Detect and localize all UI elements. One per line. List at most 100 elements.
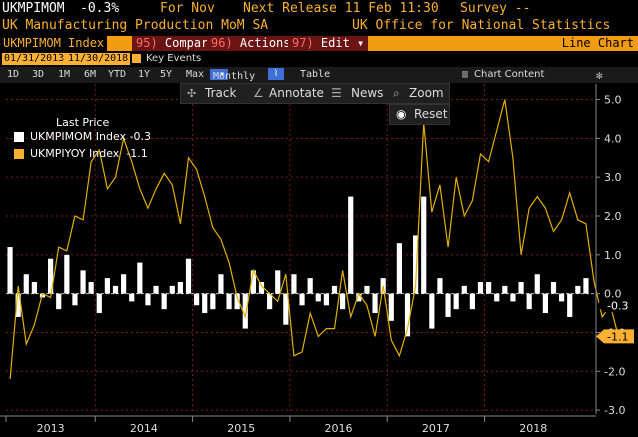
yoy-series-line — [9, 99, 619, 380]
key-events-checkbox[interactable] — [132, 54, 141, 63]
annotate-icon: ∠ — [253, 86, 264, 100]
mom-bar — [226, 293, 232, 310]
y-tick-label: -3.0 — [604, 404, 625, 417]
mom-bar — [96, 293, 102, 314]
index-field[interactable]: UKMPIMOM Index — [0, 36, 108, 51]
mom-bar — [550, 282, 557, 294]
y-tick-label: 5.0 — [604, 94, 622, 107]
mom-bar — [323, 293, 329, 306]
edit-button[interactable]: 97) Edit ▾ — [288, 36, 369, 51]
mom-bar — [145, 293, 151, 306]
frequency-dropdown[interactable]: Monthly ▾ — [210, 69, 255, 82]
mom-bar — [348, 196, 354, 294]
chart-content-button[interactable]: Chart Content — [474, 69, 545, 80]
range-3d[interactable]: 3D — [32, 69, 45, 80]
x-tick-label: 2017 — [422, 422, 450, 435]
security-title: UK Manufacturing Production MoM SA — [2, 18, 269, 33]
mom-bar — [88, 282, 94, 294]
chart-legend: Last Price UKMPIMOM Index -0.3 UKMPIYOY … — [8, 116, 168, 168]
mom-bar — [299, 293, 305, 306]
range-1y[interactable]: 1Y — [138, 69, 151, 80]
actions-num: 96) — [211, 36, 233, 50]
range-1d[interactable]: 1D — [7, 69, 20, 80]
mom-bar — [364, 285, 370, 294]
mom-bar — [340, 293, 346, 310]
mom-bar — [31, 282, 37, 294]
zoom-icon: ⌕ — [393, 86, 400, 100]
reset-button[interactable]: ◉ Reset — [389, 104, 450, 125]
mom-bar — [429, 293, 435, 329]
legend-swatch-yoy — [14, 149, 24, 159]
zoom-button[interactable]: Zoom — [409, 86, 444, 100]
compare-num: 95) — [136, 36, 158, 50]
mom-bar — [567, 293, 573, 317]
mom-bar — [445, 293, 451, 317]
mom-bar — [15, 293, 21, 317]
y-tick-label: 3.0 — [604, 171, 622, 184]
header-row-2: UK Manufacturing Production MoM SA UK Of… — [0, 17, 638, 35]
news-button[interactable]: News — [351, 86, 384, 100]
mom-bar — [275, 270, 281, 294]
x-tick-label: 2015 — [227, 422, 255, 435]
mom-bar — [48, 258, 54, 294]
range-6m[interactable]: 6M — [84, 69, 97, 80]
table-button[interactable]: Table — [300, 69, 331, 80]
mom-bar — [112, 285, 119, 294]
date-separator: - — [60, 53, 67, 64]
mom-bar — [267, 293, 273, 310]
last-value-tag-yoy-bg — [596, 329, 634, 344]
chart-type-icon[interactable]: ⌇ — [268, 68, 284, 80]
last-value-tag-mom-bg — [596, 298, 634, 313]
ticker-label: UKMPIMOM — [2, 1, 65, 16]
track-button[interactable]: Track — [205, 86, 237, 100]
mom-bar — [486, 282, 492, 294]
chart-icon: ▥ — [462, 69, 469, 80]
range-5y[interactable]: 5Y — [160, 69, 173, 80]
mom-bar — [331, 285, 338, 294]
annotate-button[interactable]: Annotate — [269, 86, 324, 100]
range-ytd[interactable]: YTD — [108, 69, 127, 80]
x-tick-label: 2018 — [519, 422, 547, 435]
mom-bar — [80, 270, 86, 294]
last-value: -0.3% — [80, 1, 120, 16]
gear-icon[interactable]: ✻ — [596, 69, 603, 82]
mom-bar — [234, 293, 240, 310]
header-row-1: UKMPIMOM -0.3% For Nov Next Release 11 F… — [0, 0, 638, 17]
edit-num: 97) — [292, 36, 314, 50]
mom-bar — [437, 278, 443, 294]
actions-label: Actions — [239, 36, 291, 50]
date-row: 01/31/2013 - 11/30/2018 Key Events — [0, 53, 638, 66]
legend-label-yoy: UKMPIYOY Index -1.1 — [30, 147, 148, 160]
mom-bar — [169, 285, 175, 294]
mom-bar — [137, 262, 143, 294]
edit-label: Edit — [320, 36, 350, 50]
mom-bar — [185, 258, 192, 294]
mom-bar — [404, 293, 411, 337]
mom-bar — [104, 278, 110, 294]
range-max[interactable]: Max — [186, 69, 205, 80]
mom-bar — [372, 293, 378, 314]
compare-button[interactable]: 95) Compare — [132, 36, 220, 51]
range-1m[interactable]: 1M — [58, 69, 71, 80]
mom-bar — [559, 293, 565, 302]
mom-bar — [194, 293, 200, 306]
mom-bar — [461, 285, 467, 294]
view-label[interactable]: Line Chart — [561, 36, 634, 50]
mom-bar — [502, 285, 508, 294]
mom-bar — [518, 282, 524, 294]
mom-bar — [510, 293, 516, 302]
range-row: 1D 3D 1M 6M YTD 1Y 5Y Max Monthly ▾ ⌇ Ta… — [0, 67, 638, 83]
start-date-field[interactable]: 01/31/2013 — [2, 53, 67, 65]
mom-bar — [315, 293, 321, 302]
y-tick-label: 4.0 — [604, 132, 622, 145]
end-date-field[interactable]: 11/30/2018 — [66, 53, 131, 65]
next-release: Next Release 11 Feb 11:30 — [243, 1, 439, 16]
mom-bar — [56, 293, 62, 310]
mom-bar — [307, 278, 313, 294]
menu-bar: UKMPIMOM Index 95) Compare 96) Actions ▾… — [0, 36, 638, 51]
compare-label: Compare — [164, 36, 216, 50]
legend-title: Last Price — [56, 116, 110, 129]
mom-bar — [218, 274, 224, 294]
mom-bar — [177, 282, 183, 294]
track-icon: ✣ — [187, 87, 197, 100]
